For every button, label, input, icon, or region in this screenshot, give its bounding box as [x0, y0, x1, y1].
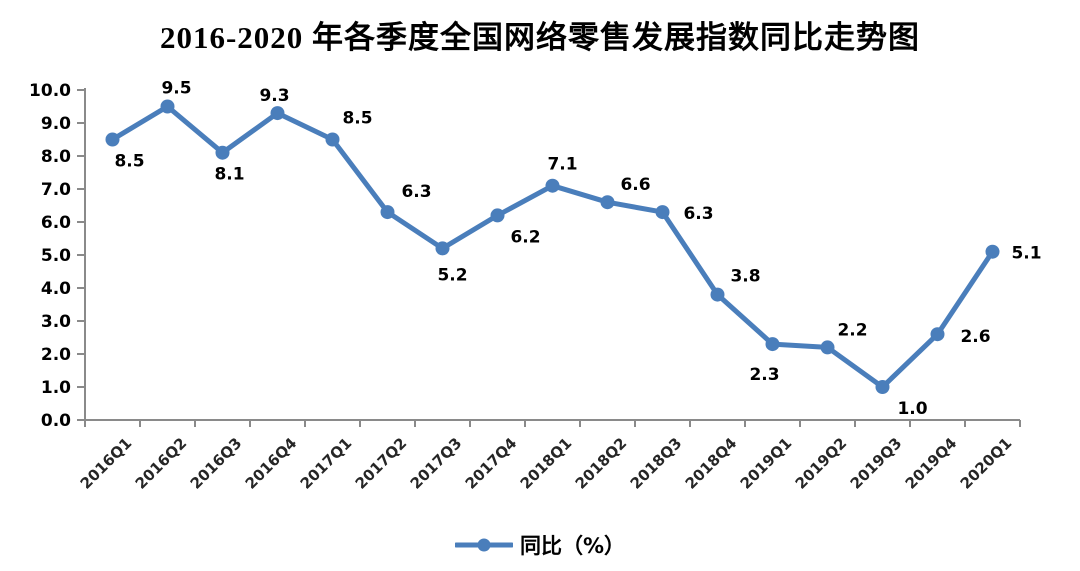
data-point-marker	[215, 145, 230, 160]
data-label: 7.1	[547, 155, 577, 175]
legend-label: 同比（%）	[519, 534, 626, 558]
x-axis-label: 2018Q2	[572, 434, 631, 493]
data-point-marker	[160, 99, 175, 114]
x-axis-label: 2020Q1	[957, 434, 1016, 493]
data-point-marker	[875, 380, 890, 394]
y-axis-label: 7.0	[41, 180, 71, 200]
data-label: 6.3	[401, 182, 431, 202]
x-axis-label: 2018Q4	[682, 434, 741, 493]
data-point-marker	[325, 132, 340, 147]
data-point-marker	[985, 244, 1000, 259]
data-point-marker	[710, 287, 725, 302]
data-label: 2.6	[960, 327, 990, 347]
data-label: 9.5	[161, 79, 191, 99]
y-axis-label: 0.0	[41, 411, 71, 431]
data-point-marker	[765, 337, 780, 352]
y-axis-label: 8.0	[41, 147, 71, 167]
series-line	[110, 104, 995, 390]
x-axis-label: 2018Q1	[517, 434, 576, 493]
data-label: 3.8	[730, 267, 760, 287]
x-axis-label: 2016Q4	[242, 434, 301, 493]
axis-lines	[84, 88, 1020, 421]
x-axis-label: 2018Q3	[627, 434, 686, 493]
chart-title: 2016-2020 年各季度全国网络零售发展指数同比走势图	[159, 20, 921, 55]
x-axis-label: 2017Q3	[407, 434, 466, 493]
y-axis-label: 1.0	[41, 378, 71, 398]
data-label: 8.5	[114, 152, 144, 172]
data-label: 5.2	[437, 265, 467, 285]
y-axis-label: 3.0	[41, 312, 71, 332]
data-point-marker	[655, 205, 670, 220]
data-label: 1.0	[897, 399, 927, 419]
data-point-marker	[435, 241, 450, 256]
x-axis-label: 2016Q2	[132, 434, 191, 493]
y-axis-label: 4.0	[41, 279, 71, 299]
x-axis-label: 2019Q1	[737, 434, 796, 493]
x-axis-label: 2017Q4	[462, 434, 521, 493]
x-axis-label: 2016Q3	[187, 434, 246, 493]
data-label: 6.6	[620, 175, 650, 195]
data-point-marker	[545, 178, 560, 193]
data-label: 8.1	[214, 165, 244, 185]
y-axis-label: 2.0	[41, 345, 71, 365]
legend-line-marker-icon	[454, 537, 513, 553]
data-label: 2.3	[749, 365, 779, 385]
x-axis-label: 2019Q3	[847, 434, 906, 493]
data-label: 6.2	[510, 227, 540, 247]
data-label: 9.3	[259, 86, 289, 106]
data-point-marker	[820, 340, 835, 355]
x-axis-label: 2016Q1	[77, 434, 136, 493]
data-point-marker	[600, 195, 615, 210]
chart-legend: 同比（%）	[0, 530, 1080, 560]
y-axis-label: 10.0	[29, 81, 71, 101]
data-label: 6.3	[683, 204, 713, 224]
x-axis-label: 2017Q2	[352, 434, 411, 493]
data-point-marker	[490, 208, 505, 223]
data-point-marker	[105, 132, 120, 147]
data-label: 8.5	[342, 109, 372, 129]
data-point-marker	[270, 106, 285, 121]
y-axis-label: 5.0	[41, 246, 71, 266]
y-axis-label: 9.0	[41, 114, 71, 134]
data-point-marker	[930, 327, 945, 342]
x-axis-label: 2019Q4	[902, 434, 961, 493]
x-axis-label: 2017Q1	[297, 434, 356, 493]
x-axis-label: 2019Q2	[792, 434, 851, 493]
data-label: 5.1	[1011, 244, 1041, 264]
y-axis-label: 6.0	[41, 213, 71, 233]
data-point-marker	[380, 205, 395, 220]
data-label: 2.2	[837, 320, 867, 340]
